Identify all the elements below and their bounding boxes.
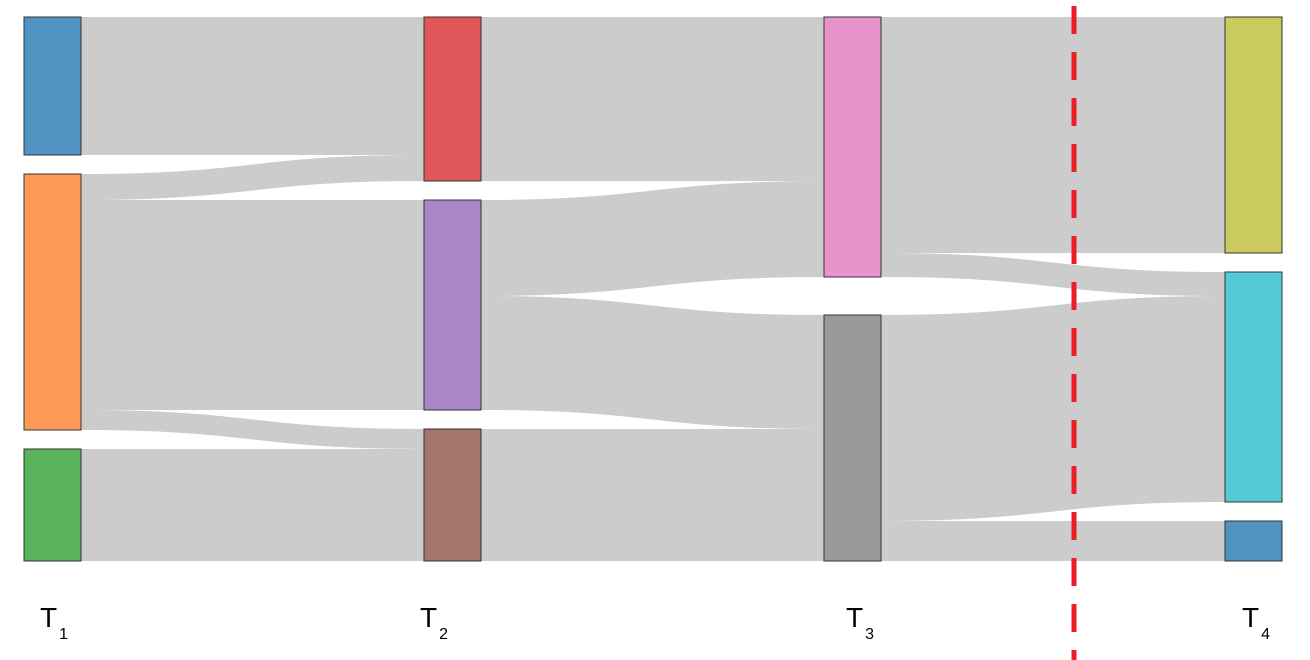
stage-label-t3: T3 bbox=[846, 602, 875, 643]
node-t2_purple bbox=[423, 199, 482, 411]
link-t3_gray-to-t4_blue bbox=[881, 521, 1225, 561]
node-t4_cyan bbox=[1224, 271, 1283, 503]
nodes-layer bbox=[23, 16, 1283, 562]
node-t4_olive bbox=[1224, 16, 1283, 254]
node-t1_orange bbox=[23, 173, 82, 431]
link-t1_orange-to-t2_red bbox=[81, 155, 424, 200]
link-t1_orange-to-t2_brown bbox=[81, 410, 424, 449]
link-t2_brown-to-t3_gray bbox=[481, 429, 824, 561]
node-t4_blue bbox=[1224, 520, 1283, 562]
links-layer bbox=[81, 17, 1225, 561]
link-t1_green-to-t2_brown bbox=[81, 449, 424, 561]
link-t1_blue-to-t2_red bbox=[81, 17, 424, 155]
link-t3_pink-to-t4_olive bbox=[881, 17, 1225, 253]
node-t2_red bbox=[423, 16, 482, 182]
link-t3_gray-to-t4_cyan bbox=[881, 296, 1225, 521]
node-t3_gray bbox=[823, 314, 882, 562]
stage-label-t2: T2 bbox=[420, 602, 449, 643]
link-t3_pink-to-t4_cyan bbox=[881, 253, 1225, 296]
node-t1_green bbox=[23, 448, 82, 562]
stage-label-t4: T4 bbox=[1242, 602, 1271, 643]
link-t2_purple-to-t3_pink bbox=[481, 181, 824, 296]
stage-label-t1: T1 bbox=[40, 602, 69, 643]
node-t3_pink bbox=[823, 16, 882, 278]
link-t2_red-to-t3_pink bbox=[481, 17, 824, 181]
node-t2_brown bbox=[423, 428, 482, 562]
node-t1_blue bbox=[23, 16, 82, 156]
link-t2_purple-to-t3_gray bbox=[481, 296, 824, 429]
link-t1_orange-to-t2_purple bbox=[81, 200, 424, 410]
